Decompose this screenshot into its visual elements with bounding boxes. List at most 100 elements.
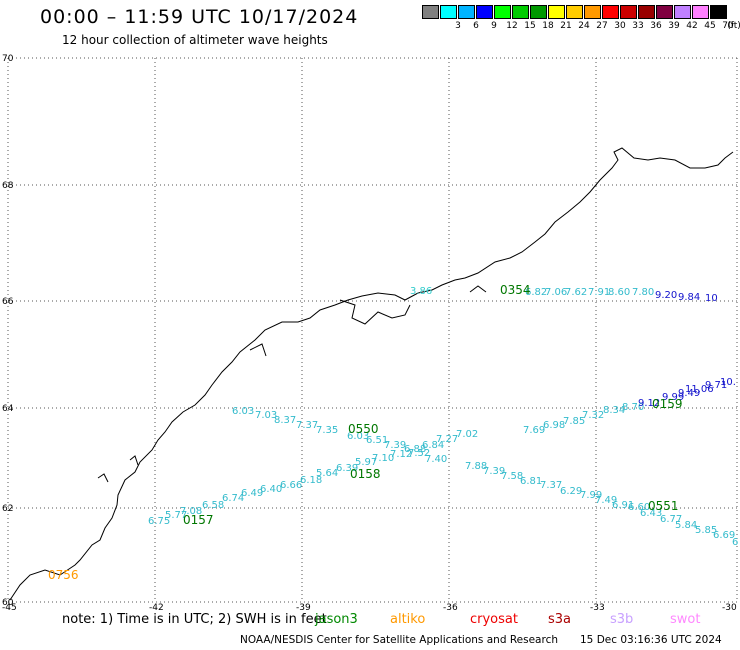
wave-height-label: 7.03 — [255, 410, 277, 421]
wave-height-label: 7.49 — [595, 495, 617, 506]
pass-time-label: 0354 — [500, 283, 531, 297]
colorbar-swatch — [530, 5, 547, 19]
pass-time-label: 0756 — [48, 568, 79, 582]
lat-tick-label: 66 — [2, 297, 14, 307]
wave-height-label: 6.51 — [366, 435, 388, 446]
wave-height-colorbar: 3 6 9 12 15 18 21 24 27 30 33 36 39 42 45 70 (ft) — [422, 5, 740, 35]
wave-height-label: 7.08 — [180, 506, 202, 517]
wave-height-label: 9.20 — [655, 290, 677, 301]
wave-height-label: 9.84 — [678, 292, 700, 303]
colorbar-swatch — [638, 5, 655, 19]
wave-height-label: 7.62 — [565, 287, 587, 298]
wave-height-label: 6.43 — [640, 508, 662, 519]
wave-height-label: 7.12 — [390, 449, 412, 460]
wave-height-label: 7.37 — [540, 480, 562, 491]
wave-height-label: 5.85 — [695, 525, 717, 536]
lon-tick-label: -33 — [590, 603, 605, 613]
lat-tick-label: 70 — [2, 54, 14, 64]
colorbar-label: 18 — [542, 21, 554, 31]
lon-tick-label: -45 — [2, 603, 17, 613]
colorbar-swatch — [584, 5, 601, 19]
colorbar-label: 24 — [578, 21, 590, 31]
colorbar-swatch — [476, 5, 493, 19]
wave-height-label: 5.64 — [316, 468, 338, 479]
colorbar-swatch — [710, 5, 727, 19]
colorbar-label: 27 — [596, 21, 608, 31]
colorbar-unit: (ft) — [727, 21, 740, 31]
wave-height-label: 8.60 — [608, 287, 630, 298]
colorbar-label: 36 — [650, 21, 662, 31]
wave-height-label: 8.37 — [274, 415, 296, 426]
wave-height-label: 9.49 — [678, 388, 700, 399]
colorbar-label: 21 — [560, 21, 572, 31]
lon-tick-label: -42 — [149, 603, 164, 613]
colorbar-label: 42 — [686, 21, 698, 31]
wave-height-label: 6.18 — [300, 475, 322, 486]
wave-height-label: 6.49 — [241, 488, 263, 499]
pass-time-label: 0157 — [183, 513, 214, 527]
wave-height-label: 10 — [705, 293, 718, 304]
footer-note: note: 1) Time is in UTC; 2) SWH is in fe… — [62, 612, 327, 627]
colorbar-swatch — [620, 5, 637, 19]
satellite-legend-s3b: s3b — [610, 612, 634, 627]
pass-time-label: 0550 — [348, 422, 379, 436]
colorbar-swatch — [602, 5, 619, 19]
wave-height-label: 7.80 — [632, 287, 654, 298]
altimeter-pass: 6.755.777.086.586.746.496.406.666.185.64… — [148, 448, 447, 527]
colorbar-label: 3 — [455, 21, 461, 31]
wave-height-label: 5.77 — [165, 510, 187, 521]
wave-height-label: 5.84 — [675, 520, 697, 531]
wave-height-label: 7.99 — [580, 490, 602, 501]
colorbar-swatch — [422, 5, 439, 19]
colorbar-swatch — [548, 5, 565, 19]
credit-line: NOAA/NESDIS Center for Satellite Applica… — [240, 634, 558, 646]
wave-height-label: 6.03 — [232, 406, 254, 417]
wave-height-label: 6.81 — [520, 476, 542, 487]
wave-height-label: 6.77 — [660, 514, 682, 525]
altimeter-pass: 0157 — [183, 513, 214, 527]
wave-height-label: 6.29 — [560, 486, 582, 497]
generation-timestamp: 15 Dec 03:16:36 UTC 2024 — [580, 634, 722, 646]
wave-height-label: 6.82 — [525, 287, 547, 298]
satellite-legend-cryosat: cryosat — [470, 612, 518, 627]
colorbar-label: 9 — [491, 21, 497, 31]
colorbar-label: 6 — [473, 21, 479, 31]
wave-height-label: 7.32 — [582, 410, 604, 421]
wave-height-label: 7.58 — [501, 471, 523, 482]
satellite-legend-swot: swot — [670, 612, 701, 627]
wave-height-label: 5.97 — [355, 457, 377, 468]
wave-height-label: 6.69 — [713, 530, 735, 541]
wave-height-label: 6.40 — [260, 484, 282, 495]
satellite-legend-altiko: altiko — [390, 612, 426, 627]
lat-tick-label: 60 — [2, 598, 14, 608]
wave-height-label: 6.88 — [404, 444, 426, 455]
coastline-islands — [97, 285, 487, 483]
pass-time-label: 0551 — [648, 499, 679, 513]
wave-height-label: 6.91 — [612, 500, 634, 511]
colorbar-swatch — [440, 5, 457, 19]
colorbar-label: 39 — [668, 21, 680, 31]
wave-height-label: 8.34 — [603, 405, 625, 416]
wave-height-label: 6.75 — [148, 516, 170, 527]
altimeter-passes: 3.86 6.827.067.62 7.918.60 7.80 9.20 9.84 10 03… — [48, 283, 738, 582]
wave-height-label: 7.35 — [316, 425, 338, 436]
satellite-legend-s3a: s3a — [548, 612, 572, 627]
wave-height-label: 3.86 — [410, 286, 432, 297]
wave-height-label: 7.06 — [545, 287, 567, 298]
wave-height-label: 6.66 — [280, 480, 302, 491]
wave-height-label: 7.10 — [372, 453, 394, 464]
wave-height-label: 6.39 — [336, 463, 358, 474]
axis-tick-labels: 70 68 66 64 62 60-45 -42 -39 -36 -33 -30 — [2, 54, 737, 613]
wave-height-label: 6.58 — [202, 500, 224, 511]
wave-height-label: 6.98 — [543, 420, 565, 431]
wave-height-label: 9.12 — [638, 398, 660, 409]
pass-time-label: 0159 — [652, 397, 683, 411]
lat-tick-label: 62 — [2, 504, 13, 514]
wave-height-label: 7.27 — [436, 434, 458, 445]
wave-height-label: 10. — [720, 377, 736, 388]
wave-height-label: 6 — [732, 537, 738, 548]
greenland-coastline — [9, 147, 734, 601]
altimeter-pass: 7.696.987.857.328.348.709.129.999.4911.0… — [523, 377, 736, 436]
wave-height-label: 7.69 — [523, 425, 545, 436]
